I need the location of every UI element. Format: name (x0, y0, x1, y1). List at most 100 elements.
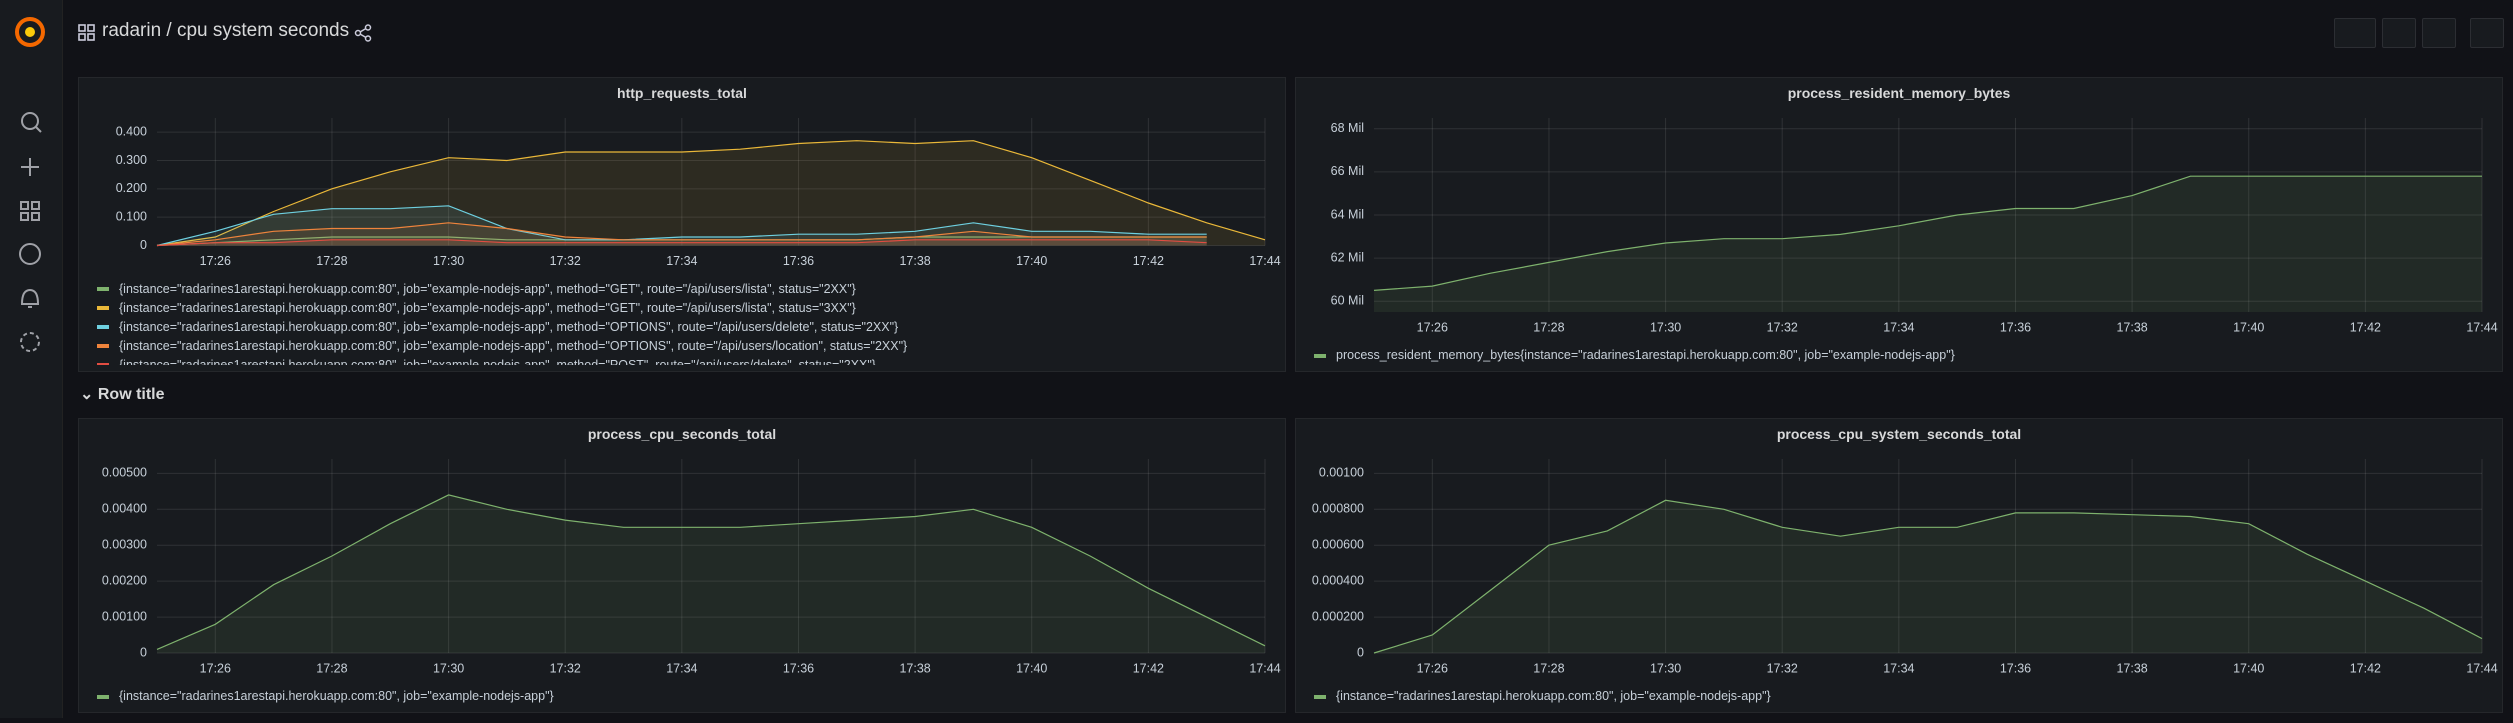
series-line (1373, 175, 2482, 291)
y-tick-label: 0.000600 (1312, 538, 1364, 552)
legend-label: {instance="radarines1arestapi.herokuapp.… (119, 281, 856, 296)
legend: {instance="radarines1arestapi.herokuapp.… (1314, 687, 2484, 706)
y-tick-label: 64 Mil (1331, 207, 1364, 221)
y-tick-label: 0.00400 (102, 502, 147, 516)
row-title-text[interactable]: Row title (97, 386, 165, 403)
y-tick-label: 0.400 (116, 124, 147, 138)
x-tick-label: 17:40 (1016, 254, 1047, 268)
add-panel-button[interactable] (2334, 18, 2376, 48)
explore-icon[interactable] (19, 243, 41, 265)
y-tick-label: 68 Mil (1331, 121, 1364, 135)
legend-label: {instance="radarines1arestapi.herokuapp.… (119, 300, 856, 315)
x-tick-label: 17:34 (1883, 661, 1914, 675)
panel-title[interactable]: http_requests_total (617, 85, 747, 101)
x-tick-label: 17:42 (2350, 661, 2381, 675)
legend-item[interactable]: {instance="radarines1arestapi.herokuapp.… (97, 280, 1267, 299)
legend-swatch (97, 306, 109, 311)
x-tick-label: 17:44 (2466, 320, 2497, 334)
y-tick-label: 66 Mil (1331, 164, 1364, 178)
share-icon[interactable] (354, 24, 372, 42)
y-tick-label: 0 (1357, 645, 1364, 659)
x-tick-label: 17:38 (2116, 320, 2147, 334)
dashboards-icon[interactable] (20, 201, 40, 221)
panel-title[interactable]: process_cpu_seconds_total (587, 426, 777, 442)
view-mode-button[interactable] (2470, 18, 2504, 48)
area-fill (157, 494, 1265, 653)
legend-item[interactable]: {instance="radarines1arestapi.herokuapp.… (1314, 687, 2484, 706)
area-fill (1374, 176, 2482, 312)
area-fill (157, 237, 1207, 246)
dashboard-title[interactable]: radarin / cpu system seconds (102, 20, 350, 41)
x-tick-label: 17:30 (1650, 320, 1681, 334)
x-tick-label: 17:42 (1133, 254, 1164, 268)
x-tick-label: 17:38 (2116, 661, 2147, 675)
x-tick-label: 17:42 (2350, 320, 2381, 334)
y-tick-label: 0.300 (116, 153, 147, 167)
legend-item[interactable]: {instance="radarines1arestapi.herokuapp.… (97, 356, 1267, 366)
row-title[interactable]: ⌄ Row title (80, 386, 165, 403)
legend-label: process_resident_memory_bytes{instance="… (1336, 348, 1955, 362)
legend-swatch (97, 325, 109, 330)
legend-label: {instance="radarines1arestapi.herokuapp.… (119, 319, 899, 334)
series-line (156, 222, 1207, 247)
legend: {instance="radarines1arestapi.herokuapp.… (97, 280, 1267, 366)
logo[interactable] (15, 17, 45, 47)
x-tick-label: 17:40 (2233, 661, 2264, 675)
area-fill (157, 239, 1207, 246)
legend-label: {instance="radarines1arestapi.herokuapp.… (119, 357, 876, 366)
area-fill (157, 140, 1265, 246)
legend-swatch (97, 363, 109, 365)
panel: http_requests_total 0 0.100 0.200 0.300 0.400… (78, 77, 1286, 372)
settings-button[interactable] (2422, 18, 2456, 48)
x-tick-label: 17:34 (666, 661, 697, 675)
plot: 0 0.000200 0.000400 0.000600 0.000800 0.00100… (1312, 459, 2498, 675)
save-button[interactable] (2382, 18, 2416, 48)
x-tick-label: 17:28 (316, 254, 347, 268)
panel-title[interactable]: process_resident_memory_bytes (1787, 85, 2011, 101)
y-tick-label: 0.00500 (102, 466, 147, 480)
legend-swatch (97, 694, 109, 699)
x-tick-label: 17:42 (1133, 661, 1164, 675)
series-line (1373, 499, 2483, 654)
legend: process_resident_memory_bytes{instance="… (1314, 346, 2484, 365)
x-tick-label: 17:38 (899, 661, 930, 675)
y-tick-label: 0.200 (116, 181, 147, 195)
x-tick-label: 17:32 (1767, 320, 1798, 334)
plot: 0 0.100 0.200 0.300 0.400 17:26 17:28 17:30 17:3… (116, 118, 1281, 268)
alerting-icon[interactable] (20, 288, 40, 308)
search-icon[interactable] (21, 112, 39, 130)
x-tick-label: 17:26 (200, 254, 231, 268)
x-tick-label: 17:44 (2466, 661, 2497, 675)
legend-label: {instance="radarines1arestapi.herokuapp.… (119, 689, 554, 703)
y-tick-label: 0.00100 (1319, 466, 1364, 480)
legend-swatch (1314, 694, 1326, 699)
settings-icon[interactable] (20, 332, 40, 352)
x-tick-label: 17:26 (1417, 320, 1448, 334)
x-tick-label: 17:36 (783, 254, 814, 268)
sidebar-icons (15, 17, 45, 352)
x-tick-label: 17:34 (1883, 320, 1914, 334)
legend-item[interactable]: {instance="radarines1arestapi.herokuapp.… (97, 337, 1267, 356)
x-tick-label: 17:26 (1417, 661, 1448, 675)
legend: {instance="radarines1arestapi.herokuapp.… (97, 687, 1267, 706)
panel: process_cpu_system_seconds_total 0 0.00020… (1295, 418, 2503, 713)
y-tick-label: 0.100 (116, 209, 147, 223)
y-tick-label: 0.000400 (1312, 573, 1364, 587)
create-icon[interactable] (21, 158, 39, 176)
y-tick-label: 0.00100 (102, 609, 147, 623)
x-tick-label: 17:38 (899, 254, 930, 268)
legend-item[interactable]: process_resident_memory_bytes{instance="… (1314, 346, 2484, 365)
legend-item[interactable]: {instance="radarines1arestapi.herokuapp.… (97, 318, 1267, 337)
x-tick-label: 17:40 (1016, 661, 1047, 675)
series-line (156, 140, 1266, 247)
x-tick-label: 17:32 (550, 254, 581, 268)
panel-title[interactable]: process_cpu_system_seconds_total (1776, 426, 2022, 442)
legend-item[interactable]: {instance="radarines1arestapi.herokuapp.… (97, 687, 1267, 706)
area-fill (1374, 500, 2482, 653)
panel: process_resident_memory_bytes 60 Mil 62 Mi… (1295, 77, 2503, 372)
x-tick-label: 17:36 (2000, 661, 2031, 675)
x-tick-label: 17:28 (1533, 661, 1564, 675)
x-tick-label: 17:28 (316, 661, 347, 675)
legend-item[interactable]: {instance="radarines1arestapi.herokuapp.… (97, 299, 1267, 318)
